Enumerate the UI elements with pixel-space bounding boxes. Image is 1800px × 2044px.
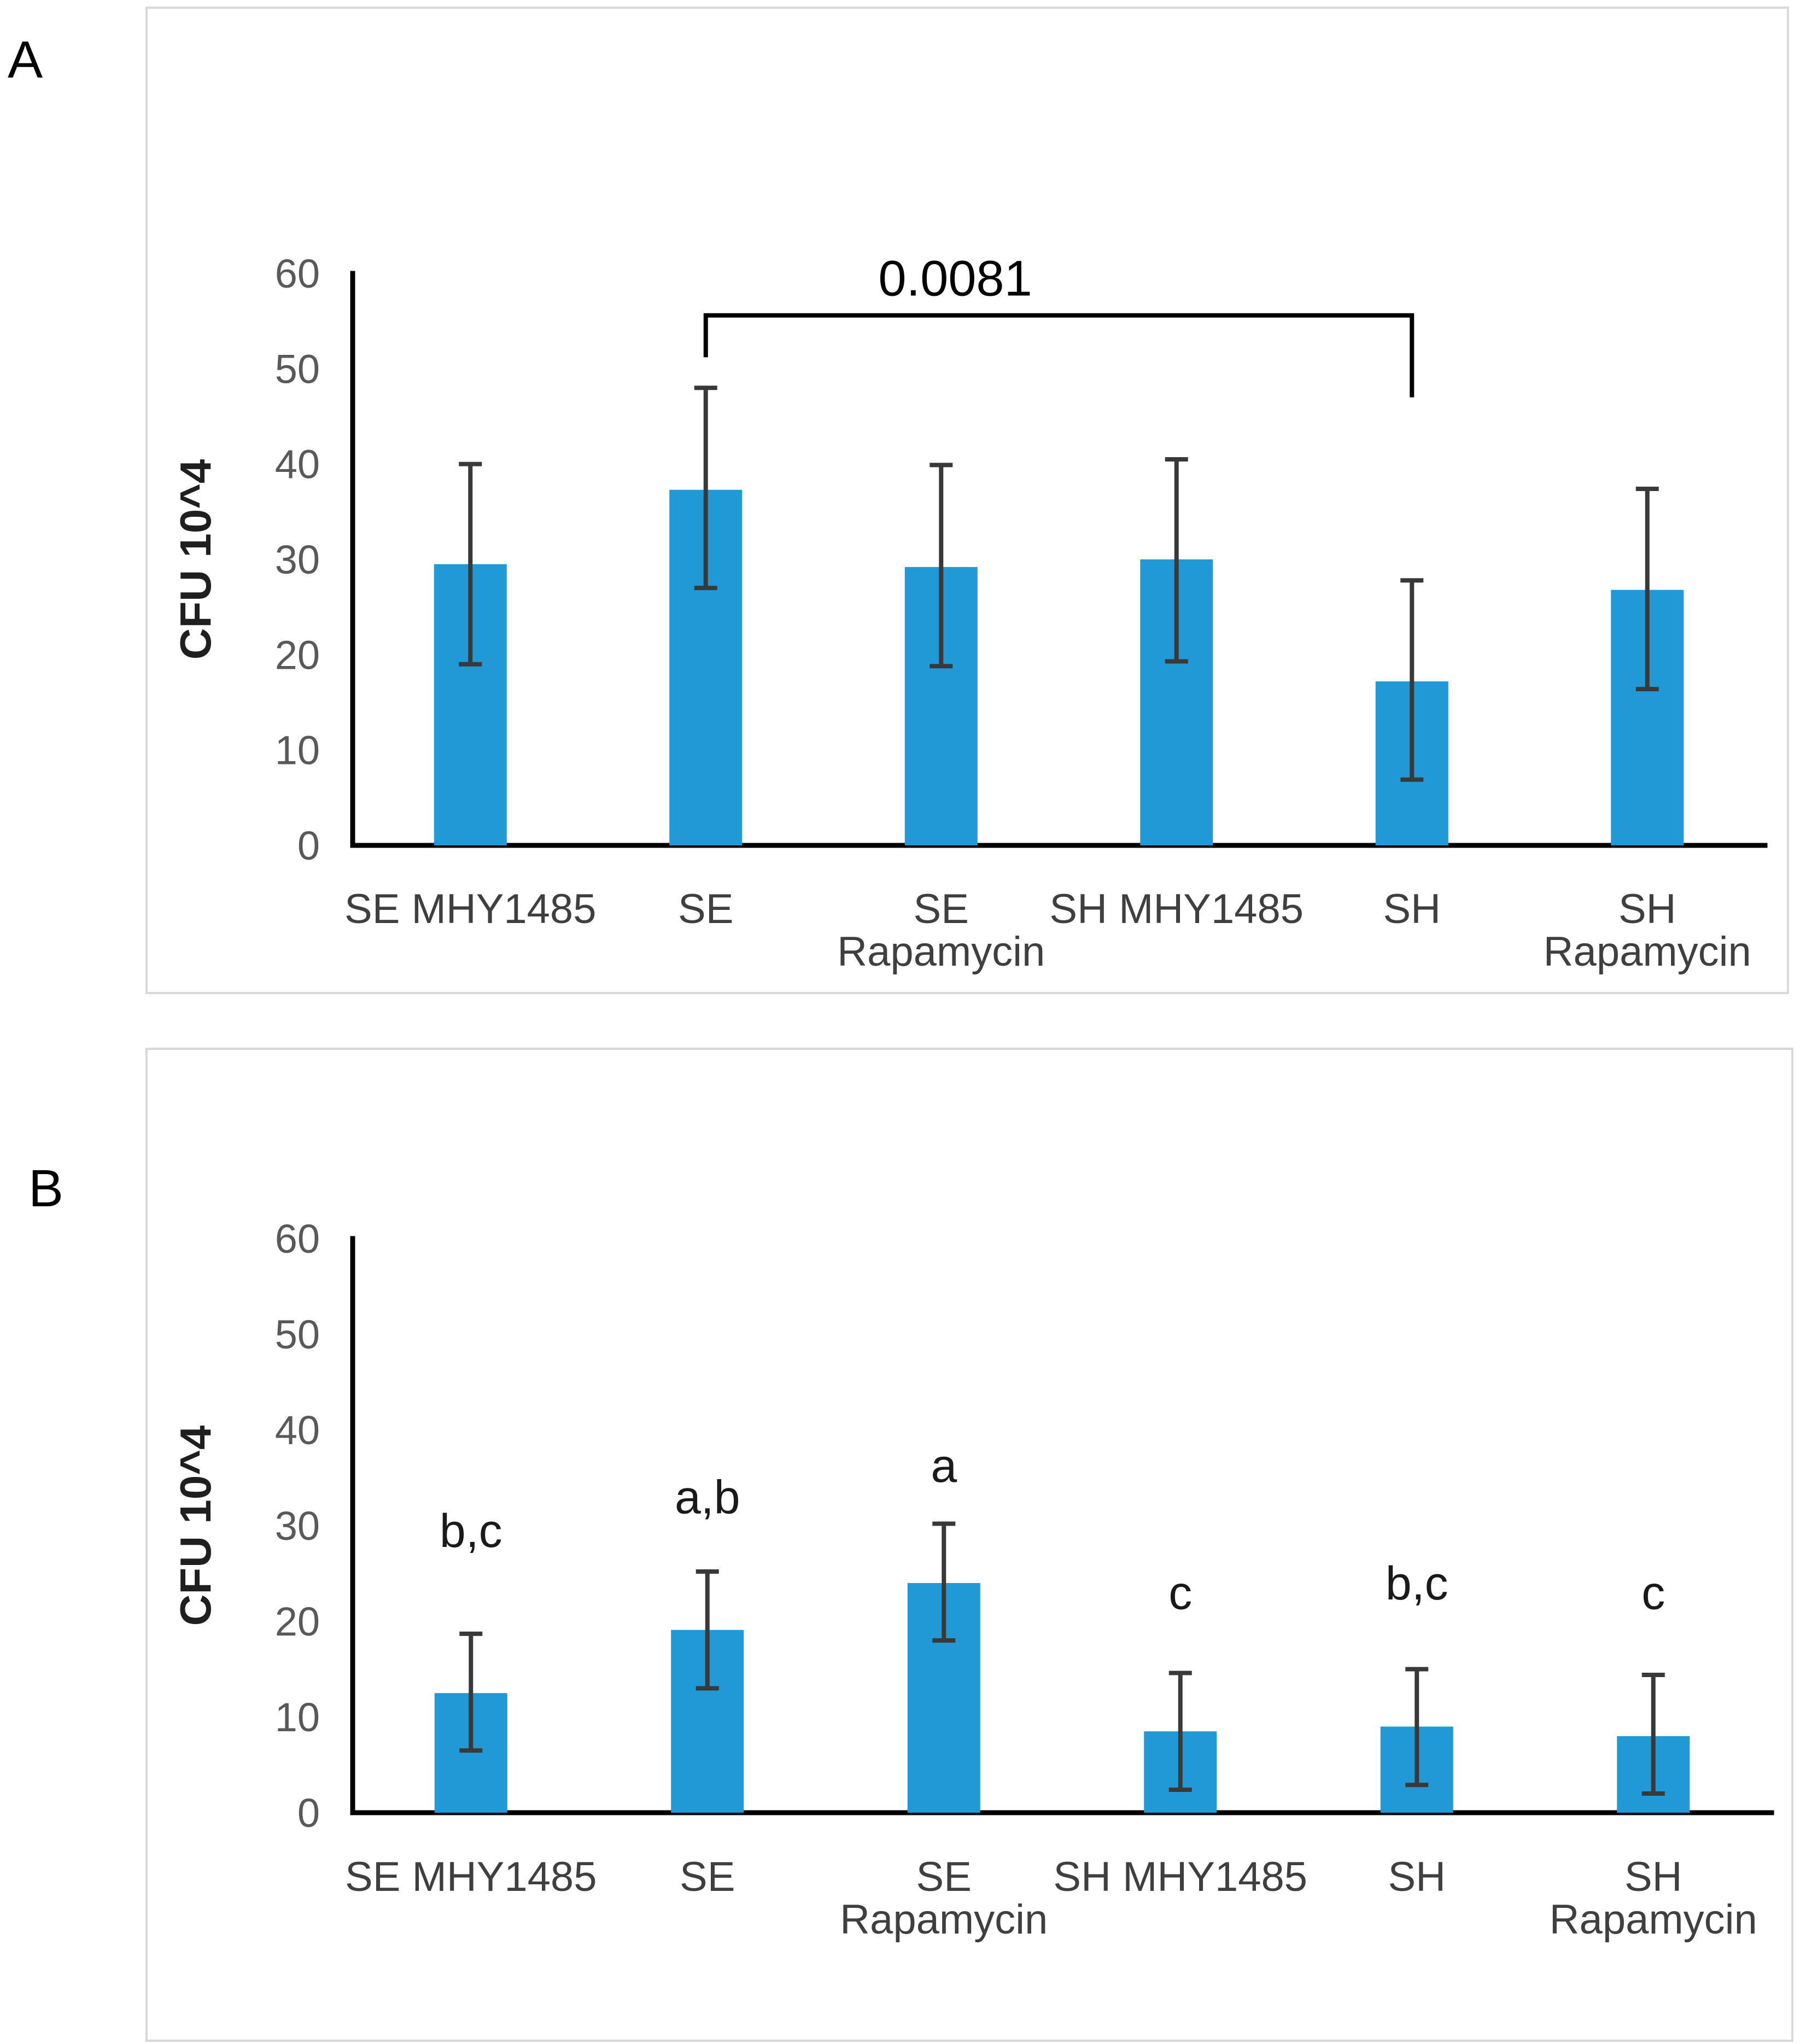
category-label: SE MHY1485 — [344, 886, 596, 932]
error-bar — [1635, 486, 1659, 692]
annotation-letter: b,c — [440, 1505, 502, 1557]
y-tick-label: 50 — [275, 346, 320, 392]
category-label: SE — [680, 1854, 735, 1900]
significance-bracket — [703, 313, 1415, 398]
category-label: SH — [1624, 1854, 1682, 1900]
y-tick-label: 60 — [275, 1216, 320, 1262]
error-bar — [932, 1521, 956, 1643]
category-label: SE — [916, 1854, 972, 1900]
y-tick-label: 60 — [275, 251, 320, 296]
error-bar — [459, 1631, 483, 1753]
y-tick-label: 40 — [275, 1408, 320, 1453]
error-bar — [1405, 1667, 1429, 1788]
y-tick-label: 10 — [275, 728, 320, 773]
category-label: SH — [1618, 886, 1676, 932]
y-axis-title: CFU 10^4 — [171, 1425, 220, 1626]
category-label: Rapamycin — [837, 928, 1045, 975]
error-bar — [1168, 1671, 1192, 1792]
y-tick-label: 10 — [275, 1695, 320, 1740]
y-tick-label: 0 — [297, 823, 320, 868]
annotation-letter: a,b — [675, 1471, 740, 1524]
category-label: SH — [1383, 886, 1441, 932]
annotation-letter: b,c — [1386, 1557, 1448, 1610]
y-axis-title: CFU 10^4 — [171, 459, 220, 659]
category-label: SH MHY1485 — [1049, 886, 1304, 932]
category-label: Rapamycin — [1550, 1896, 1757, 1943]
annotation-letter: c — [1641, 1567, 1665, 1620]
category-label: SE — [678, 886, 733, 932]
panel-b-label: B — [28, 1159, 64, 1218]
annotation-letter: c — [1168, 1567, 1192, 1620]
y-tick-label: 40 — [275, 442, 320, 487]
category-label: SH — [1388, 1854, 1446, 1900]
y-tick-label: 20 — [275, 632, 320, 678]
error-bar — [1641, 1673, 1665, 1796]
error-bar — [1165, 457, 1188, 664]
category-label: Rapamycin — [1544, 928, 1751, 975]
category-label: SE — [914, 886, 969, 932]
error-bar — [930, 463, 953, 669]
error-bar — [1400, 578, 1424, 782]
y-tick-label: 0 — [297, 1790, 320, 1836]
y-tick-label: 50 — [275, 1312, 320, 1357]
category-label: SE MHY1485 — [345, 1854, 597, 1900]
error-bar — [694, 386, 717, 591]
significance-label: 0.0081 — [878, 251, 1032, 307]
panel-b-border — [145, 1048, 1793, 2042]
y-tick-label: 30 — [275, 1503, 320, 1549]
error-bar — [696, 1569, 719, 1691]
category-label: Rapamycin — [840, 1896, 1048, 1943]
category-label: SH MHY1485 — [1053, 1854, 1307, 1900]
error-bar — [459, 462, 482, 667]
annotation-letter: a — [931, 1440, 957, 1492]
y-tick-label: 30 — [275, 537, 320, 582]
panel-a-label: A — [8, 31, 43, 89]
y-tick-label: 20 — [275, 1599, 320, 1644]
